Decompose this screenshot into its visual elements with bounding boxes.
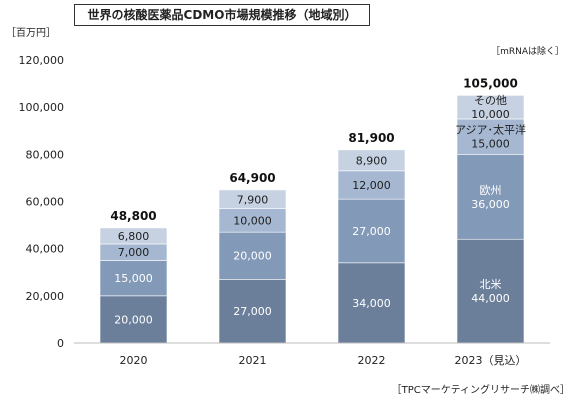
bar-segment-label: 北米 <box>480 278 502 291</box>
bar-segment <box>218 231 287 280</box>
bar-segment-label: 34,000 <box>352 297 391 310</box>
bar-segment-label: 20,000 <box>233 250 272 263</box>
bar-segment <box>456 118 525 155</box>
y-tick-label: 120,000 <box>19 54 65 67</box>
chart-title: 世界の核酸医薬品CDMO市場規模推移（地域別） <box>74 4 370 26</box>
x-tick-label: 2021 <box>239 354 267 367</box>
x-tick-label: 2023（見込） <box>455 354 527 367</box>
bar-segment-label: 27,000 <box>233 305 272 318</box>
bar-segment-label: 44,000 <box>471 292 510 305</box>
y-tick-label: 100,000 <box>19 101 65 114</box>
chart-note: ［mRNAは除く］ <box>491 47 564 57</box>
bar-segment-label: 36,000 <box>471 198 510 211</box>
bar-segment-label: 6,800 <box>118 230 150 243</box>
bar-total-label: 81,900 <box>348 131 394 145</box>
bar-segment <box>456 154 525 240</box>
bar-total-label: 48,800 <box>110 209 156 223</box>
bar-segment-label: 8,900 <box>356 154 388 167</box>
bar-segment-label: 12,000 <box>352 179 391 192</box>
bar-segment-label: 7,900 <box>237 193 269 206</box>
bar-segment <box>337 149 406 172</box>
bar-total-label: 105,000 <box>463 76 518 90</box>
y-tick-label: 40,000 <box>26 243 65 256</box>
bar-segment-label: 15,000 <box>471 138 510 151</box>
bar-segment-label: 7,000 <box>118 246 150 259</box>
bar-segment <box>456 95 525 120</box>
bar-total-label: 64,900 <box>229 171 275 185</box>
bar-segment <box>99 295 168 344</box>
bar-segment <box>218 189 287 209</box>
y-tick-label: 80,000 <box>26 148 65 161</box>
bar-segment <box>337 198 406 264</box>
y-tick-label: 20,000 <box>26 290 65 303</box>
bar-segment <box>99 227 168 245</box>
y-axis-unit-label: ［百万円］ <box>6 28 56 39</box>
bar-segment-label: 15,000 <box>114 272 153 285</box>
y-tick-label: 0 <box>57 337 64 350</box>
source-label: ［TPCマーケティングリサーチ㈱調べ］ <box>391 385 570 396</box>
x-tick-label: 2020 <box>120 354 148 367</box>
y-tick-label: 60,000 <box>26 196 65 209</box>
bar-segment <box>456 238 525 344</box>
bar-segment-label: アジア･太平洋 <box>455 123 526 137</box>
bar-segment-label: 20,000 <box>114 313 153 326</box>
x-tick-label: 2022 <box>358 354 386 367</box>
bar-segment-label: その他 <box>474 94 507 107</box>
bar-segment <box>337 170 406 200</box>
bar-segment-label: 10,000 <box>471 108 510 121</box>
bar-segment-label: 27,000 <box>352 225 391 238</box>
bar-segment-label: 10,000 <box>233 214 272 227</box>
bar-segment-label: 欧州 <box>480 184 502 197</box>
